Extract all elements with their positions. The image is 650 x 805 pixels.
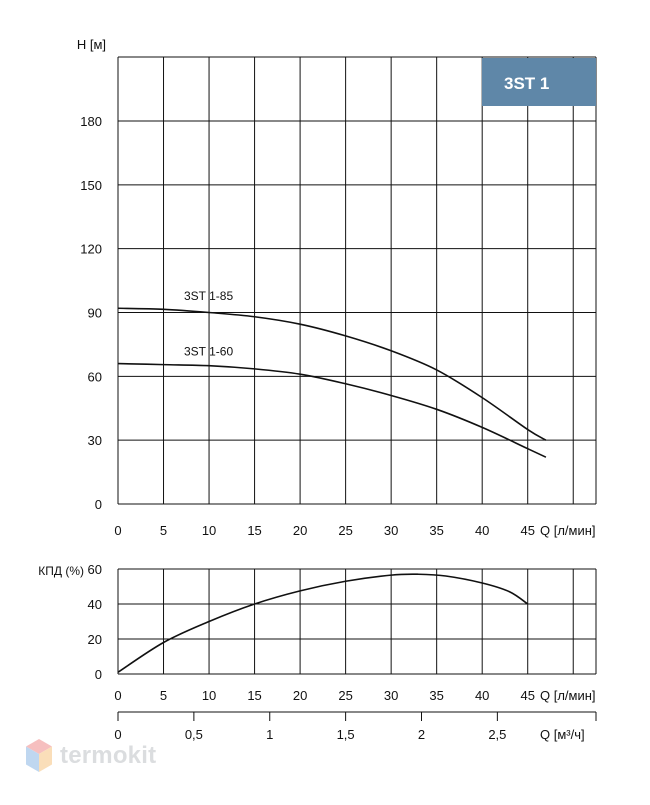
eff-y-tick-label: 60 (88, 562, 102, 577)
head-curve-3st-1-60 (117, 362, 547, 458)
head-y-tick-label: 150 (80, 178, 102, 193)
head-y-tick-label: 60 (88, 369, 102, 384)
eff-x-tick-label: 0 (114, 688, 121, 703)
secondary-x-tick-label: 0 (114, 727, 121, 742)
head-y-tick-label: 120 (80, 242, 102, 257)
head-series-label: 3ST 1-60 (184, 345, 233, 359)
head-x-tick-label: 45 (520, 523, 534, 538)
watermark: termokit (24, 737, 156, 775)
eff-x-tick-label: 5 (160, 688, 167, 703)
model-badge-label: 3ST 1 (504, 74, 549, 93)
eff-x-tick-label: 20 (293, 688, 307, 703)
head-y-tick-label: 90 (88, 306, 102, 321)
eff-x-tick-label: 35 (429, 688, 443, 703)
eff-x-tick-label: 45 (520, 688, 534, 703)
eff-x-tick-label: 25 (338, 688, 352, 703)
secondary-x-tick-label: 1,5 (337, 727, 355, 742)
head-x-tick-label: 25 (338, 523, 352, 538)
watermark-text: termokit (60, 742, 157, 769)
head-x-tick-label: 30 (384, 523, 398, 538)
eff-y-tick-label: 40 (88, 597, 102, 612)
secondary-x-axis-label: Q [м³/ч] (540, 727, 585, 742)
head-x-tick-label: 40 (475, 523, 489, 538)
head-x-tick-label: 35 (429, 523, 443, 538)
eff-x-tick-label: 15 (247, 688, 261, 703)
head-x-axis-label: Q [л/мин] (540, 523, 596, 538)
head-y-tick-label: 0 (95, 497, 102, 512)
eff-x-axis-label: Q [л/мин] (540, 688, 596, 703)
head-curve-3st-1-85 (117, 307, 547, 441)
head-x-tick-label: 5 (160, 523, 167, 538)
eff-x-tick-label: 30 (384, 688, 398, 703)
model-badge (482, 58, 596, 106)
head-y-axis-label: H [м] (77, 37, 106, 52)
secondary-x-tick-label: 2,5 (488, 727, 506, 742)
eff-y-tick-label: 20 (88, 632, 102, 647)
head-x-tick-label: 10 (202, 523, 216, 538)
head-x-tick-label: 0 (114, 523, 121, 538)
eff-y-tick-label: 0 (95, 667, 102, 682)
head-x-tick-label: 15 (247, 523, 261, 538)
efficiency-curve (117, 573, 529, 673)
head-series-label: 3ST 1-85 (184, 289, 233, 303)
head-y-tick-label: 180 (80, 114, 102, 129)
secondary-x-tick-label: 1 (266, 727, 273, 742)
head-x-tick-label: 20 (293, 523, 307, 538)
termokit-logo-icon (26, 739, 52, 772)
eff-y-axis-label: КПД (%) (38, 564, 84, 578)
secondary-x-tick-label: 0,5 (185, 727, 203, 742)
eff-x-tick-label: 10 (202, 688, 216, 703)
head-y-tick-label: 30 (88, 433, 102, 448)
secondary-x-tick-label: 2 (418, 727, 425, 742)
eff-x-tick-label: 40 (475, 688, 489, 703)
